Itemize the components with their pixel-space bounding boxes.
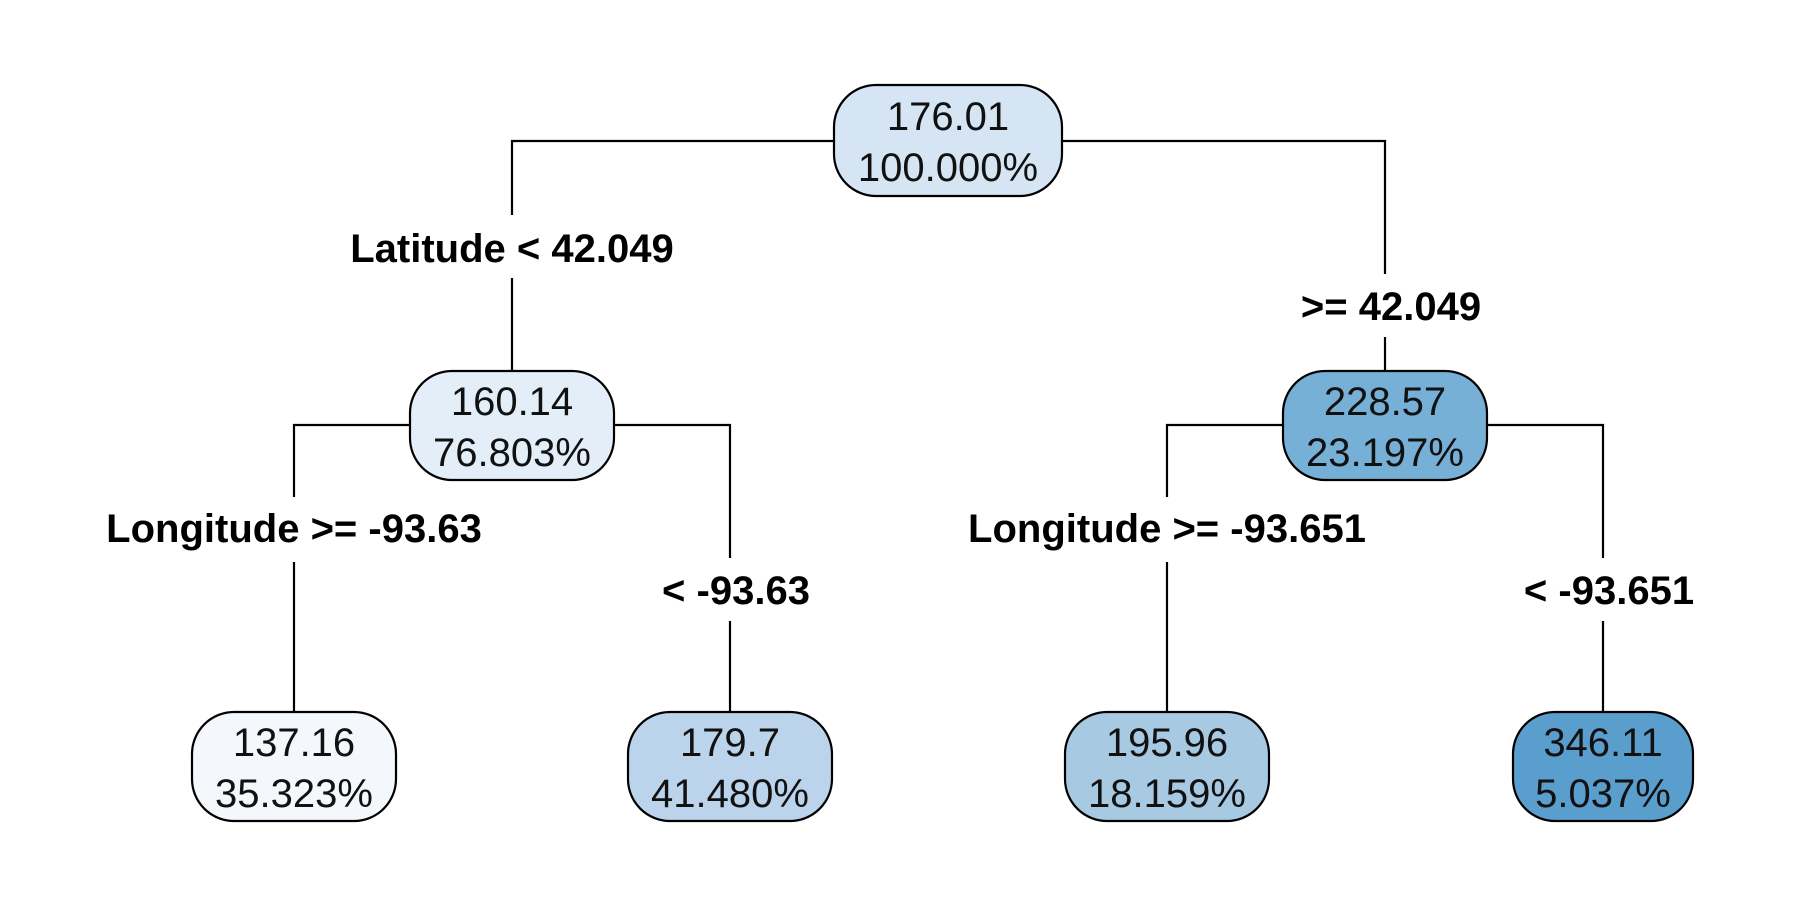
- node-box: [626, 710, 834, 823]
- node-percent: 41.480%: [651, 772, 809, 816]
- node-value: 346.11: [1543, 721, 1662, 765]
- edge-right-rightleft-top: [1165, 423, 1283, 497]
- node-box: [1511, 710, 1695, 823]
- edge-left-leftleft-top: [292, 423, 410, 497]
- tree-node-left-left: 137.16 35.323%: [190, 710, 398, 823]
- tree-edges: [292, 139, 1605, 712]
- node-percent: 76.803%: [433, 431, 591, 475]
- split-labels: Latitude < 42.049 >= 42.049 Longitude >=…: [106, 227, 1694, 613]
- node-value: 176.01: [887, 95, 1009, 139]
- tree-node-right: 228.57 23.197%: [1281, 369, 1489, 482]
- tree-node-right-right: 346.11 5.037%: [1511, 710, 1695, 823]
- edge-root-right-top: [1062, 139, 1387, 274]
- node-value: 179.7: [680, 721, 780, 765]
- node-box: [190, 710, 398, 823]
- node-box: [832, 83, 1064, 198]
- split-label-left-no: < -93.63: [662, 569, 810, 613]
- split-label-right-yes: Longitude >= -93.651: [968, 507, 1366, 551]
- edge-left-leftright-top: [614, 423, 732, 558]
- tree-node-left-right: 179.7 41.480%: [626, 710, 834, 823]
- node-percent: 100.000%: [858, 146, 1038, 190]
- node-value: 228.57: [1324, 380, 1446, 424]
- node-value: 195.96: [1106, 721, 1228, 765]
- node-value: 137.16: [233, 721, 355, 765]
- split-label-root-yes: Latitude < 42.049: [350, 227, 673, 271]
- split-label-left-yes: Longitude >= -93.63: [106, 507, 482, 551]
- node-value: 160.14: [451, 380, 573, 424]
- node-percent: 35.323%: [215, 772, 373, 816]
- tree-node-left: 160.14 76.803%: [408, 369, 616, 482]
- edge-right-rightright-top: [1487, 423, 1605, 558]
- node-box: [1063, 710, 1271, 823]
- edge-root-left-top: [510, 139, 834, 215]
- node-box: [1281, 369, 1489, 482]
- tree-node-root: 176.01 100.000%: [832, 83, 1064, 198]
- node-box: [408, 369, 616, 482]
- tree-node-right-left: 195.96 18.159%: [1063, 710, 1271, 823]
- split-label-right-no: < -93.651: [1524, 569, 1694, 613]
- node-percent: 5.037%: [1535, 772, 1671, 816]
- node-percent: 18.159%: [1088, 772, 1246, 816]
- node-percent: 23.197%: [1306, 431, 1464, 475]
- split-label-root-no: >= 42.049: [1301, 285, 1481, 329]
